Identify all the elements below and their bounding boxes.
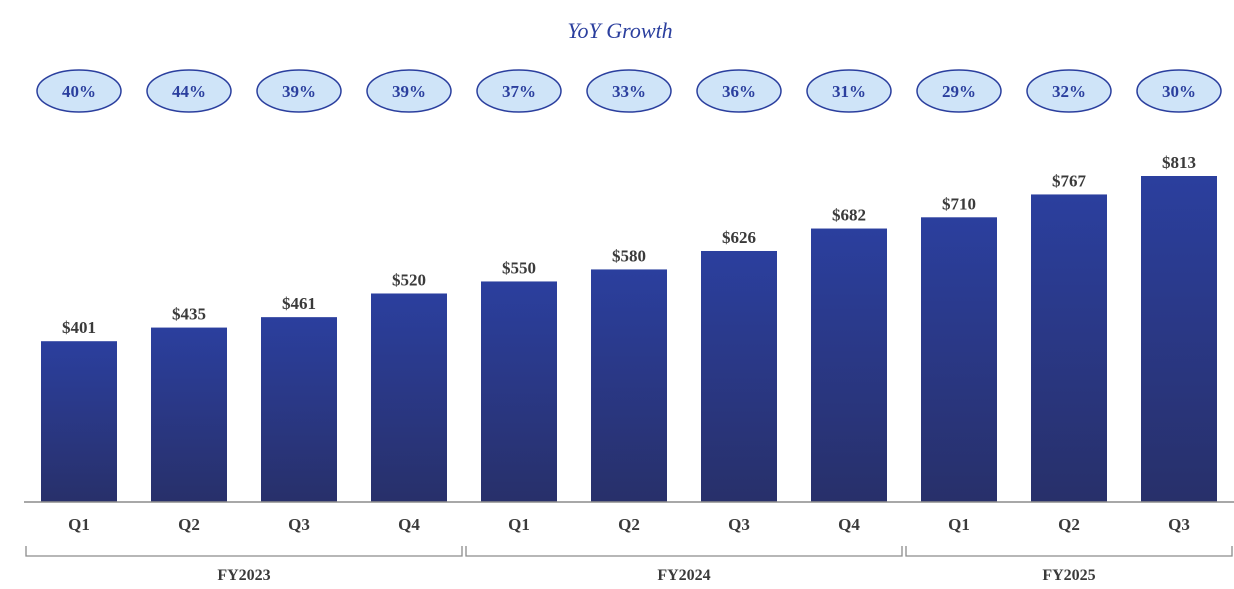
yoy-growth-label: 40% xyxy=(62,82,96,101)
bar-value-label: $682 xyxy=(832,206,866,225)
x-tick-labels: Q1 Q2 Q3 Q4 Q1 Q2 Q3 Q4 Q1 Q2 Q3 xyxy=(68,515,1190,534)
yoy-growth-pill xyxy=(806,69,892,113)
fiscal-year-bracket xyxy=(905,546,1233,557)
bar-value-label: $435 xyxy=(172,305,206,324)
fiscal-year-bracket xyxy=(25,546,463,557)
yoy-growth-label: 37% xyxy=(502,82,536,101)
x-tick-label: Q3 xyxy=(1168,515,1190,534)
yoy-growth-pill xyxy=(586,69,672,113)
bar-value-label: $520 xyxy=(392,270,426,289)
x-tick-label: Q1 xyxy=(948,515,970,534)
bar-value-label: $550 xyxy=(502,258,536,277)
bar xyxy=(1141,176,1217,502)
yoy-growth-pill xyxy=(1026,69,1112,113)
yoy-growth-label: 44% xyxy=(172,82,206,101)
yoy-growth-row: 40% 44% 39% 39% 37% 33% 36% 31% 29% 32% 30% xyxy=(36,69,1222,113)
yoy-growth-label: 31% xyxy=(832,82,866,101)
bar-series: $401 $435 $461 $520 $550 $580 $626 $682 $710 $767… xyxy=(41,153,1217,503)
yoy-growth-pill xyxy=(476,69,562,113)
yoy-growth-label: 32% xyxy=(1052,82,1086,101)
fiscal-year-groups: FY2023 FY2024 FY2025 xyxy=(25,546,1233,584)
bar xyxy=(261,317,337,502)
bar-value-label: $580 xyxy=(612,246,646,265)
bar xyxy=(41,341,117,502)
bar xyxy=(921,217,997,503)
fiscal-year-bracket xyxy=(465,546,903,557)
x-tick-label: Q1 xyxy=(508,515,530,534)
yoy-growth-pill xyxy=(256,69,342,113)
bar xyxy=(811,228,887,502)
bar xyxy=(151,327,227,502)
x-tick-label: Q4 xyxy=(838,515,860,534)
yoy-growth-pill xyxy=(36,69,122,113)
bar-value-label: $813 xyxy=(1162,153,1196,172)
bar xyxy=(371,293,447,502)
bar xyxy=(591,269,667,502)
bar xyxy=(1031,194,1107,503)
bar xyxy=(481,281,557,502)
bar xyxy=(701,250,777,502)
bar-value-label: $461 xyxy=(282,294,316,313)
x-tick-label: Q4 xyxy=(398,515,420,534)
yoy-growth-pill xyxy=(916,69,1002,113)
yoy-growth-label: 36% xyxy=(722,82,756,101)
x-tick-label: Q2 xyxy=(178,515,200,534)
bar-value-label: $710 xyxy=(942,194,976,213)
yoy-growth-label: 39% xyxy=(392,82,426,101)
x-tick-label: Q3 xyxy=(288,515,310,534)
fiscal-year-label: FY2023 xyxy=(217,567,270,584)
bar-value-label: $626 xyxy=(722,228,756,247)
yoy-growth-pill xyxy=(146,69,232,113)
yoy-growth-label: 30% xyxy=(1162,82,1196,101)
x-tick-label: Q3 xyxy=(728,515,750,534)
yoy-growth-label: 39% xyxy=(282,82,316,101)
bar-value-label: $767 xyxy=(1052,171,1087,190)
yoy-growth-label: 33% xyxy=(612,82,646,101)
yoy-growth-title: YoY Growth xyxy=(567,18,672,43)
yoy-growth-pill xyxy=(366,69,452,113)
yoy-growth-label: 29% xyxy=(942,82,976,101)
yoy-growth-pill xyxy=(696,69,782,113)
fiscal-year-label: FY2025 xyxy=(1042,567,1095,584)
fiscal-year-label: FY2024 xyxy=(657,567,710,584)
x-tick-label: Q1 xyxy=(68,515,90,534)
x-tick-label: Q2 xyxy=(1058,515,1080,534)
bar-value-label: $401 xyxy=(62,318,96,337)
yoy-growth-pill xyxy=(1136,69,1222,113)
x-tick-label: Q2 xyxy=(618,515,640,534)
